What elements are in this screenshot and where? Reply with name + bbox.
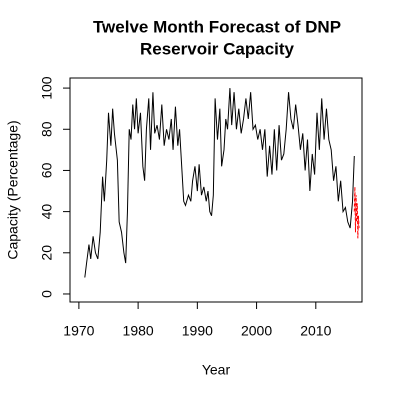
y-tick-label: 20 [39, 245, 55, 261]
x-tick-label: 2010 [300, 323, 331, 339]
data-line [84, 88, 355, 278]
chart-title: Twelve Month Forecast of DNP [93, 17, 341, 36]
y-tick-label: 0 [39, 290, 55, 298]
plot-frame [69, 77, 363, 303]
x-tick-label: 1990 [182, 323, 213, 339]
x-tick-label: 1980 [123, 323, 154, 339]
y-tick-label: 80 [39, 121, 55, 137]
y-tick-label: 40 [39, 204, 55, 220]
x-tick-label: 1970 [63, 323, 94, 339]
chart-title: Reservoir Capacity [140, 39, 295, 58]
y-tick-label: 100 [39, 76, 55, 100]
y-tick-label: 60 [39, 162, 55, 178]
y-axis-label: Capacity (Percentage) [5, 120, 21, 259]
x-axis-label: Year [202, 362, 231, 378]
x-tick-label: 2000 [241, 323, 272, 339]
data-line [353, 186, 360, 239]
